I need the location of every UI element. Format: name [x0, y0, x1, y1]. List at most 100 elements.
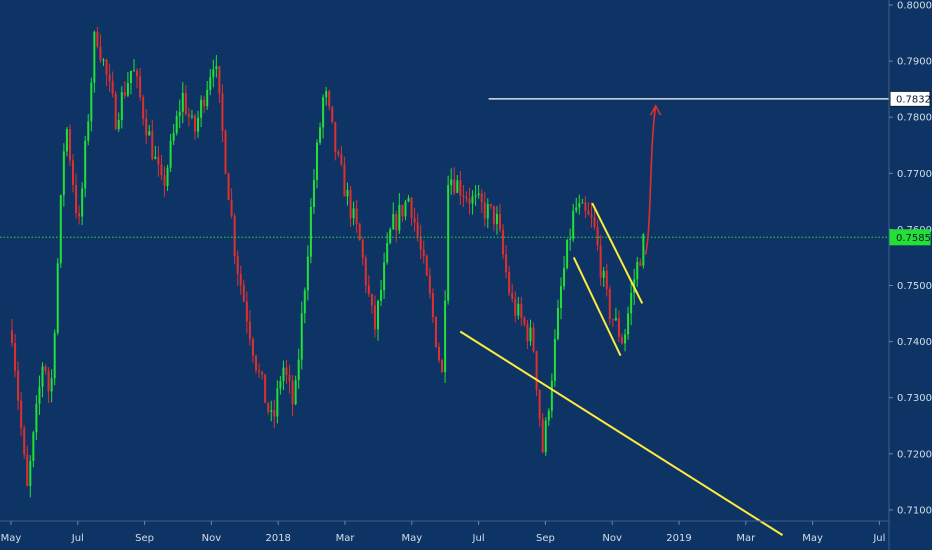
candle-body	[303, 290, 306, 314]
candle-body	[581, 202, 584, 204]
candle-body	[242, 285, 245, 302]
candle-body	[75, 184, 78, 214]
candle-body	[117, 120, 120, 130]
candle-body	[316, 142, 318, 180]
candle-body	[529, 327, 532, 342]
candle-body	[550, 380, 553, 411]
time-tick-label: May	[401, 533, 422, 544]
candle-body	[157, 156, 160, 165]
time-tick-label: 2018	[265, 533, 290, 544]
candle-body	[441, 360, 444, 373]
candle-body	[273, 410, 276, 417]
candle-body	[129, 70, 132, 84]
candle-body	[133, 70, 135, 72]
candle-body	[23, 428, 26, 455]
time-axis[interactable]: May Jul Sep Nov 2018 Mar May Jul Sep Nov 2019 Mar Ma…	[1, 521, 886, 544]
time-tick-label: Jul	[71, 533, 84, 544]
time-tick-label: Jul	[872, 533, 885, 544]
candle-body	[636, 261, 639, 280]
trendline[interactable]	[459, 330, 784, 536]
candle-body	[187, 114, 190, 117]
candle-body	[621, 336, 623, 344]
candle-body	[392, 214, 395, 230]
candle-body	[361, 240, 364, 259]
candle-body	[123, 92, 126, 96]
candle-body	[224, 130, 227, 174]
candle-body	[340, 154, 343, 165]
candle-body	[175, 115, 178, 134]
candle-body	[32, 432, 35, 461]
candle-body	[523, 317, 526, 325]
candle-body	[444, 300, 447, 373]
candle-body	[267, 402, 270, 412]
candle-body	[334, 121, 337, 152]
trendline[interactable]	[572, 257, 622, 357]
candle-body	[505, 254, 508, 273]
candle-body	[279, 381, 282, 389]
candle-body	[44, 366, 47, 371]
candle-body	[72, 160, 74, 185]
candle-body	[556, 308, 559, 339]
candle-body	[309, 206, 312, 257]
candle-body	[297, 359, 300, 381]
candle-body	[456, 180, 459, 193]
time-tick-label: May	[802, 533, 823, 544]
candle-body	[53, 332, 56, 379]
current-price-tag-box	[889, 229, 931, 246]
candle-body	[471, 196, 474, 204]
candle-body	[120, 92, 123, 121]
trendline[interactable]	[591, 202, 644, 304]
candle-body	[184, 92, 187, 115]
projection-arrow[interactable]	[644, 105, 657, 255]
candle-body	[215, 66, 218, 70]
candle-body	[431, 293, 434, 318]
candle-body	[578, 203, 581, 208]
candle-body	[395, 214, 398, 231]
candle-body	[230, 200, 233, 216]
candle-body	[355, 208, 358, 224]
candle-body	[572, 210, 575, 240]
candle-body	[285, 367, 288, 376]
candle-body	[291, 381, 294, 405]
candle-body	[611, 319, 614, 321]
candle-body	[258, 370, 261, 372]
candle-body	[447, 185, 450, 301]
candle-body	[642, 234, 645, 266]
candles-group	[11, 26, 645, 498]
candle-body	[306, 256, 309, 291]
candle-body	[492, 205, 495, 225]
candle-body	[614, 318, 617, 321]
time-tick-label: Nov	[602, 533, 622, 544]
candle-body	[227, 173, 230, 201]
candle-body	[331, 106, 334, 122]
candle-body	[639, 261, 642, 266]
candle-body	[398, 204, 401, 231]
candle-body	[181, 92, 184, 112]
candle-body	[172, 133, 175, 141]
candle-body	[413, 217, 416, 223]
candle-body	[541, 418, 544, 453]
candle-body	[520, 303, 523, 318]
candle-body	[206, 89, 209, 107]
candle-body	[468, 198, 471, 204]
candle-body	[596, 227, 599, 246]
candle-body	[236, 256, 239, 274]
candle-body	[617, 318, 620, 337]
candle-body	[166, 167, 169, 187]
candle-body	[20, 400, 23, 429]
time-tick-label: Nov	[202, 533, 222, 544]
candle-body	[337, 151, 340, 155]
candle-body	[218, 66, 221, 94]
candle-body	[453, 179, 456, 193]
candle-body	[154, 156, 157, 159]
candle-body	[483, 202, 486, 219]
candle-body	[142, 97, 145, 119]
